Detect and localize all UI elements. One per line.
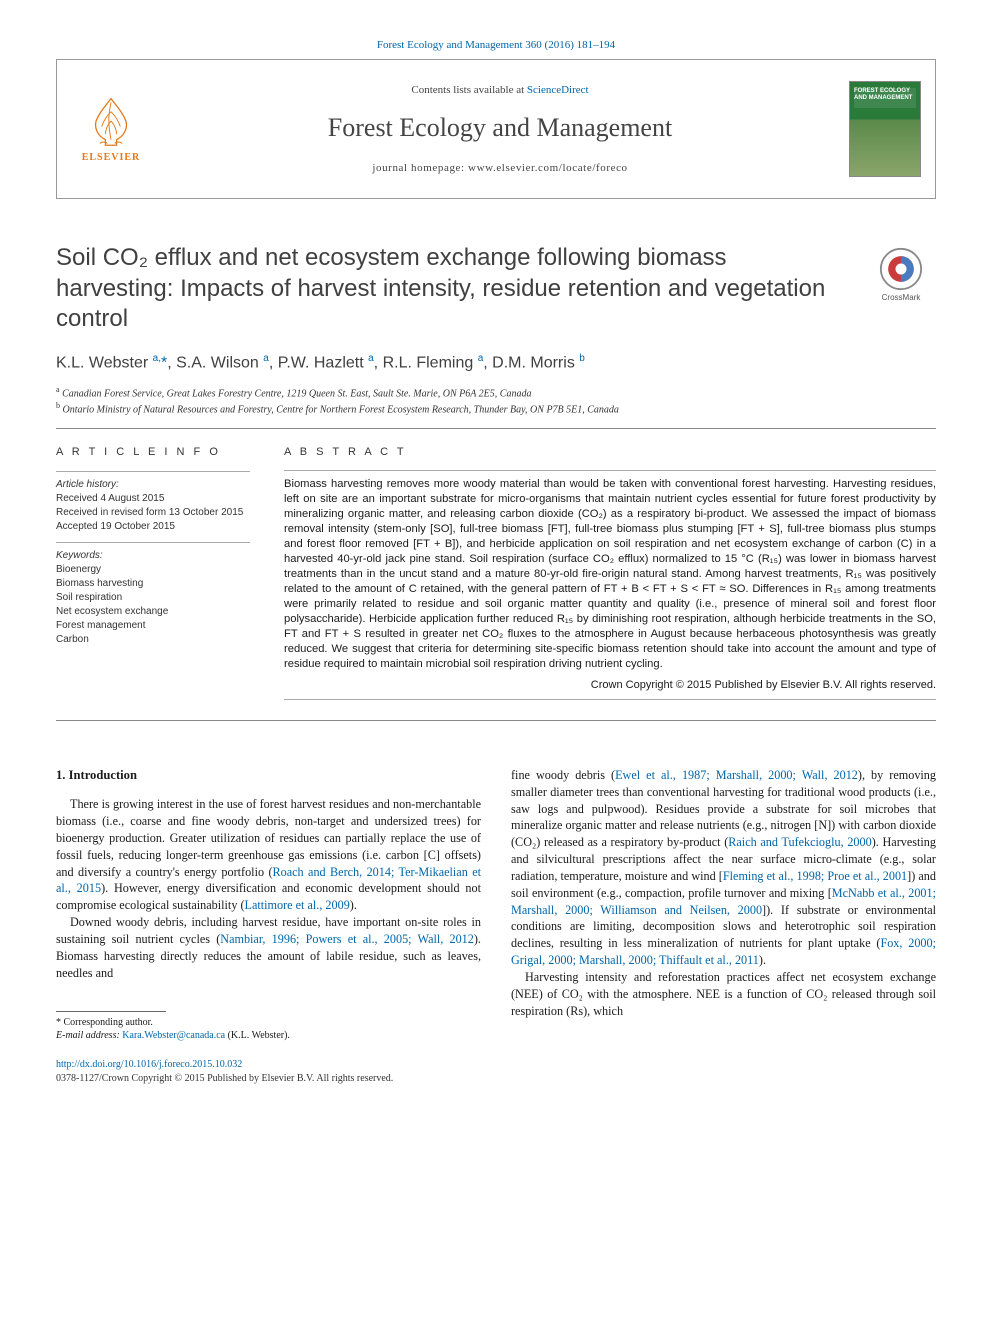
cover-area: FOREST ECOLOGY AND MANAGEMENT — [835, 60, 935, 198]
sub-divider — [56, 471, 250, 472]
divider — [56, 720, 936, 721]
contents-line: Contents lists available at ScienceDirec… — [411, 83, 588, 98]
article-info-column: A R T I C L E I N F O Article history: R… — [56, 445, 250, 705]
sub-divider — [56, 542, 250, 543]
history-label: Article history: — [56, 479, 119, 490]
body-column-right: fine woody debris (Ewel et al., 1987; Ma… — [511, 767, 936, 1042]
text-run: (K.L. Webster). — [225, 1030, 290, 1041]
doi-link[interactable]: http://dx.doi.org/10.1016/j.foreco.2015.… — [56, 1059, 242, 1070]
journal-cover-thumbnail: FOREST ECOLOGY AND MANAGEMENT — [849, 81, 921, 177]
body-column-left: 1. Introduction There is growing interes… — [56, 767, 481, 1042]
email-label: E-mail address: — [56, 1030, 122, 1041]
text-run: fine woody debris ( — [511, 768, 615, 782]
revised-date: Received in revised form 13 October 2015 — [56, 507, 243, 518]
crossmark-badge[interactable]: CrossMark — [866, 247, 936, 303]
footnote-separator — [56, 1011, 166, 1012]
abstract-text: Biomass harvesting removes more woody ma… — [284, 477, 936, 672]
journal-name: Forest Ecology and Management — [328, 110, 672, 146]
keyword: Forest management — [56, 619, 250, 633]
citation-link[interactable]: Fleming et al., 1998; Proe et al., 2001 — [723, 869, 907, 883]
affiliation-a: a Canadian Forest Service, Great Lakes F… — [56, 385, 936, 401]
info-abstract-row: A R T I C L E I N F O Article history: R… — [56, 445, 936, 705]
keywords-label: Keywords: — [56, 549, 250, 563]
paragraph: There is growing interest in the use of … — [56, 796, 481, 914]
keyword: Carbon — [56, 633, 250, 647]
publisher-name: ELSEVIER — [82, 151, 141, 165]
abstract-column: A B S T R A C T Biomass harvesting remov… — [284, 445, 936, 705]
citation-line: Forest Ecology and Management 360 (2016)… — [56, 38, 936, 53]
publisher-logo-area: ELSEVIER — [57, 60, 165, 198]
accepted-date: Accepted 19 October 2015 — [56, 521, 175, 532]
paragraph: Harvesting intensity and reforestation p… — [511, 969, 936, 1019]
affiliations: a Canadian Forest Service, Great Lakes F… — [56, 385, 936, 417]
issn-copyright: 0378-1127/Crown Copyright © 2015 Publish… — [56, 1073, 393, 1084]
citation-link[interactable]: Raich and Tufekcioglu, 2000 — [728, 835, 871, 849]
abstract-copyright: Crown Copyright © 2015 Published by Else… — [284, 678, 936, 693]
sub-divider — [284, 699, 936, 700]
elsevier-tree-icon — [83, 93, 139, 149]
contents-prefix: Contents lists available at — [411, 84, 526, 96]
corresponding-author: * Corresponding author. — [56, 1016, 481, 1029]
divider — [56, 428, 936, 429]
affiliation-b: b Ontario Ministry of Natural Resources … — [56, 401, 936, 417]
abstract-heading: A B S T R A C T — [284, 445, 936, 460]
sub-divider — [284, 470, 936, 471]
citation-link[interactable]: Nambiar, 1996; Powers et al., 2005; Wall… — [220, 932, 474, 946]
page-footer: http://dx.doi.org/10.1016/j.foreco.2015.… — [56, 1058, 936, 1086]
article-title: Soil CO₂ efflux and net ecosystem exchan… — [56, 243, 866, 334]
email-link[interactable]: Kara.Webster@canada.ca — [122, 1030, 225, 1041]
title-row: Soil CO₂ efflux and net ecosystem exchan… — [56, 243, 936, 334]
header-middle: Contents lists available at ScienceDirec… — [165, 60, 835, 198]
homepage-prefix: journal homepage: — [372, 162, 468, 174]
authors: K.L. Webster a,*, S.A. Wilson a, P.W. Ha… — [56, 352, 936, 375]
elsevier-logo: ELSEVIER — [82, 93, 141, 165]
article-info-heading: A R T I C L E I N F O — [56, 445, 250, 460]
citation-link[interactable]: Ewel et al., 1987; Marshall, 2000; Wall,… — [615, 768, 858, 782]
keyword: Biomass harvesting — [56, 577, 250, 591]
paragraph: fine woody debris (Ewel et al., 1987; Ma… — [511, 767, 936, 969]
page: Forest Ecology and Management 360 (2016)… — [0, 0, 992, 1116]
text-run: ). — [350, 898, 357, 912]
received-date: Received 4 August 2015 — [56, 493, 164, 504]
homepage-line: journal homepage: www.elsevier.com/locat… — [372, 161, 627, 176]
body-columns: 1. Introduction There is growing interes… — [56, 767, 936, 1042]
journal-header: ELSEVIER Contents lists available at Sci… — [56, 59, 936, 199]
cover-title: FOREST ECOLOGY AND MANAGEMENT — [854, 88, 916, 101]
sciencedirect-link[interactable]: ScienceDirect — [527, 84, 589, 96]
paragraph: Downed woody debris, including harvest r… — [56, 914, 481, 981]
text-run: ). — [759, 953, 766, 967]
homepage-url: www.elsevier.com/locate/foreco — [468, 162, 628, 174]
citation-link[interactable]: Lattimore et al., 2009 — [245, 898, 350, 912]
keyword: Soil respiration — [56, 591, 250, 605]
keyword: Net ecosystem exchange — [56, 605, 250, 619]
footnote-block: * Corresponding author. E-mail address: … — [56, 1016, 481, 1042]
text-run: Harvesting intensity and reforestation p… — [511, 970, 936, 1018]
email-line: E-mail address: Kara.Webster@canada.ca (… — [56, 1029, 481, 1042]
crossmark-icon — [879, 247, 923, 291]
keyword: Bioenergy — [56, 563, 250, 577]
crossmark-label: CrossMark — [882, 292, 921, 303]
section-heading: 1. Introduction — [56, 767, 481, 784]
